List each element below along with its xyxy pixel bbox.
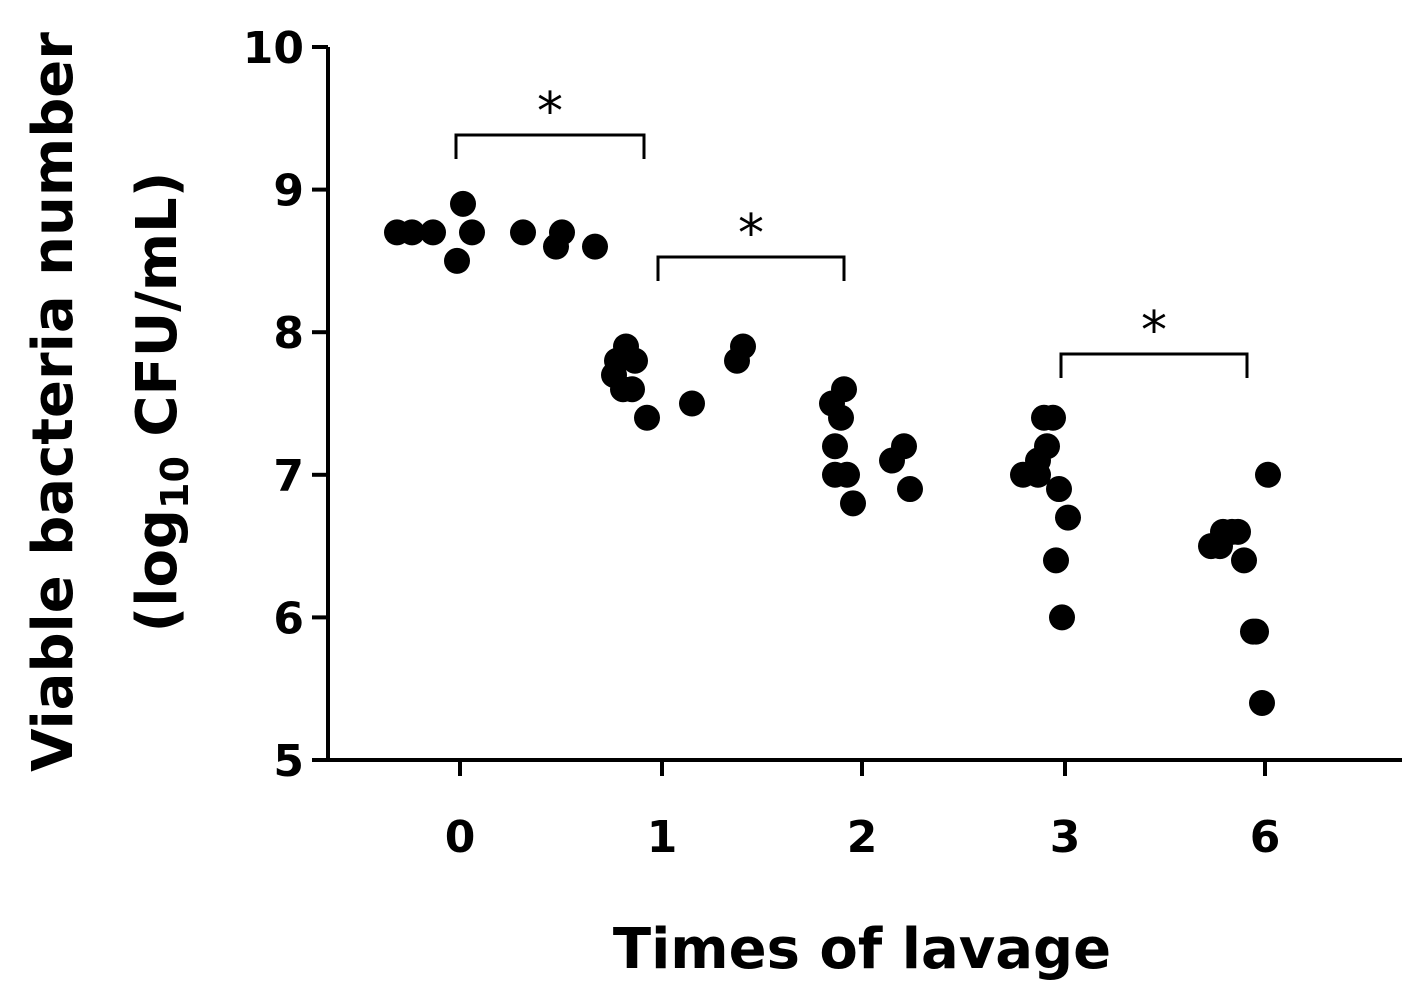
data-points <box>384 190 1281 716</box>
y-tick-label: 5 <box>273 736 304 787</box>
significance-bracket <box>454 133 646 159</box>
x-ticks: 0 1 2 3 6 <box>445 760 1281 863</box>
data-point <box>1055 504 1081 531</box>
data-point <box>459 219 485 246</box>
y-axis-title-close: CFU/mL) <box>125 172 190 456</box>
significance-brackets: * * * <box>454 82 1249 378</box>
data-point <box>384 219 410 246</box>
data-point <box>1198 533 1224 560</box>
significance-star: * <box>738 204 764 264</box>
data-point <box>840 490 866 517</box>
y-tick-label: 8 <box>273 308 304 359</box>
data-point <box>822 433 848 460</box>
axes: 5 6 7 8 9 10 0 1 2 3 6 <box>243 23 1402 863</box>
data-point <box>510 219 536 246</box>
y-axis-title-open: (log <box>125 509 190 632</box>
data-point <box>582 233 608 260</box>
y-ticks: 5 6 7 8 9 10 <box>243 23 328 787</box>
data-point <box>634 404 660 431</box>
y-tick-label: 9 <box>273 166 304 217</box>
data-point <box>822 461 848 488</box>
data-point <box>1040 404 1066 431</box>
y-tick-label: 10 <box>243 23 304 74</box>
data-point <box>420 219 446 246</box>
data-point <box>604 347 630 374</box>
x-tick-label: 3 <box>1050 812 1081 863</box>
x-axis-title: Times of lavage <box>613 917 1111 982</box>
x-tick-label: 2 <box>847 812 878 863</box>
data-point <box>549 219 575 246</box>
data-point <box>1046 476 1072 503</box>
data-point <box>1249 689 1275 716</box>
data-point <box>891 433 917 460</box>
significance-star: * <box>537 82 563 142</box>
data-point <box>679 390 705 417</box>
data-point <box>1025 461 1051 488</box>
data-point <box>897 476 923 503</box>
data-point <box>1049 604 1075 631</box>
data-point <box>450 190 476 217</box>
x-tick-label: 6 <box>1250 812 1281 863</box>
y-axis-title-line2: (log10 CFU/mL) <box>125 172 197 633</box>
data-point <box>831 376 857 403</box>
data-point <box>1231 547 1257 574</box>
data-point <box>1043 547 1069 574</box>
data-point <box>1240 618 1266 645</box>
y-tick-label: 6 <box>273 593 304 644</box>
significance-star: * <box>1141 301 1167 361</box>
y-axis-title-line1: Viable bacteria number <box>21 32 86 772</box>
y-axis-title-subscript: 10 <box>153 456 197 509</box>
data-point <box>1219 518 1245 545</box>
data-point <box>1255 461 1281 488</box>
x-tick-label: 0 <box>445 812 476 863</box>
data-point <box>730 333 756 360</box>
data-point <box>444 247 470 274</box>
data-point <box>610 376 636 403</box>
significance-bracket <box>1059 352 1249 378</box>
y-tick-label: 7 <box>273 451 304 502</box>
x-tick-label: 1 <box>647 812 678 863</box>
significance-bracket <box>656 255 846 281</box>
data-point <box>1034 433 1060 460</box>
